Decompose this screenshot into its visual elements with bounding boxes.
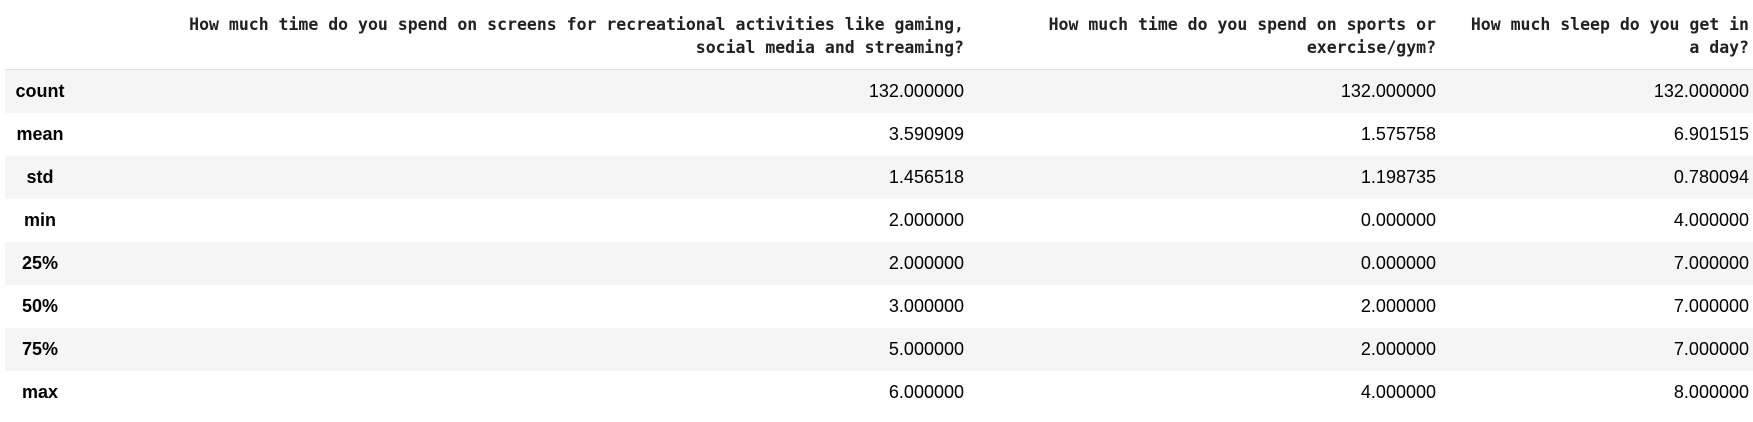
table-cell: 0.000000: [1360, 209, 1436, 230]
row-label: min: [23, 209, 56, 230]
table-cell: 3.000000: [888, 295, 964, 316]
table-cell: 2.000000: [888, 209, 964, 230]
table-cell: 8.000000: [1673, 381, 1749, 402]
table-cell: 0.780094: [1673, 166, 1749, 187]
table-cell: 132.000000: [1340, 80, 1436, 101]
row-label: 75%: [21, 338, 59, 359]
table-cell: 4.000000: [1360, 381, 1436, 402]
row-label: max: [21, 381, 59, 402]
table-cell: 2.000000: [888, 252, 964, 273]
table-row: 25% 2.000000 0.000000 7.000000: [5, 241, 1753, 285]
row-label: count: [15, 80, 65, 101]
column-header-line: a day?: [1689, 38, 1749, 57]
table-cell: 6.000000: [888, 381, 964, 402]
table-row: count 132.000000 132.000000 132.000000: [5, 69, 1753, 113]
table-cell: 5.000000: [888, 338, 964, 359]
table-row: 50% 3.000000 2.000000 7.000000: [5, 284, 1753, 328]
table-cell: 7.000000: [1673, 252, 1749, 273]
table-row: std 1.456518 1.198735 0.780094: [5, 155, 1753, 199]
column-header-line: exercise/gym?: [1306, 38, 1436, 57]
index-header: [5, 10, 75, 70]
row-label: std: [26, 166, 54, 187]
table-cell: 1.456518: [888, 166, 964, 187]
table-cell: 132.000000: [1653, 80, 1749, 101]
column-header-line: How much time do you spend on screens fo…: [189, 15, 964, 34]
column-header-line: social media and streaming?: [695, 38, 964, 57]
column-header-sleep: How much sleep do you get in a day?: [1440, 10, 1753, 70]
column-header-screen-time: How much time do you spend on screens fo…: [75, 10, 968, 70]
table-row: 75% 5.000000 2.000000 7.000000: [5, 327, 1753, 371]
column-header-sports-time: How much time do you spend on sports or …: [968, 10, 1440, 70]
table-cell: 2.000000: [1360, 295, 1436, 316]
table-row: min 2.000000 0.000000 4.000000: [5, 198, 1753, 242]
table-cell: 7.000000: [1673, 338, 1749, 359]
table-cell: 6.901515: [1673, 123, 1749, 144]
table-cell: 1.198735: [1360, 166, 1436, 187]
describe-table: How much time do you spend on screens fo…: [5, 10, 1753, 414]
table-row: mean 3.590909 1.575758 6.901515: [5, 112, 1753, 156]
table-cell: 2.000000: [1360, 338, 1436, 359]
table-cell: 1.575758: [1360, 123, 1436, 144]
header-row: How much time do you spend on screens fo…: [5, 10, 1753, 70]
table-cell: 7.000000: [1673, 295, 1749, 316]
table-cell: 3.590909: [888, 123, 964, 144]
table-cell: 4.000000: [1673, 209, 1749, 230]
row-label: 25%: [21, 252, 59, 273]
table-cell: 0.000000: [1360, 252, 1436, 273]
column-header-line: How much time do you spend on sports or: [1048, 15, 1436, 34]
row-label: 50%: [21, 295, 59, 316]
row-label: mean: [16, 123, 64, 144]
table-cell: 132.000000: [868, 80, 964, 101]
column-header-line: How much sleep do you get in: [1470, 15, 1749, 34]
table-row: max 6.000000 4.000000 8.000000: [5, 370, 1753, 414]
